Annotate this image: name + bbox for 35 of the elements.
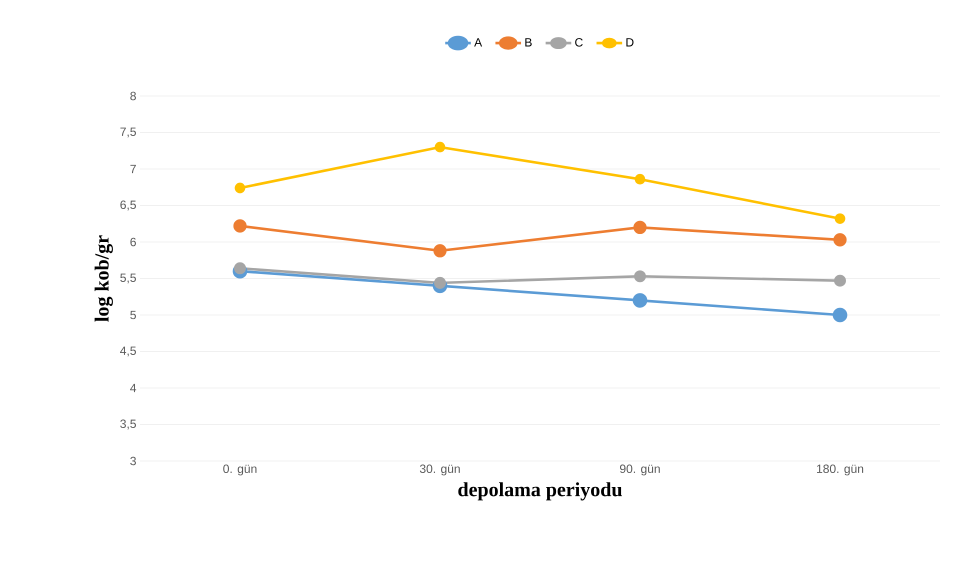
- legend-label: A: [474, 38, 482, 46]
- y-tick-label: 4: [130, 384, 136, 392]
- y-tick-label: 5: [130, 310, 136, 320]
- point: [833, 233, 847, 246]
- point: [634, 270, 646, 282]
- y-axis-title: log kob/gr: [94, 235, 113, 322]
- point: [234, 182, 246, 194]
- x-axis-title: depolama periyodu: [458, 482, 622, 500]
- point: [834, 274, 846, 287]
- x-tick-label: 0. gün: [223, 464, 256, 476]
- y-tick-label: 4,5: [120, 346, 136, 356]
- y-tick-label: 7,5: [120, 128, 136, 138]
- point: [834, 213, 846, 224]
- point: [433, 244, 447, 258]
- y-tick-label: 7: [130, 164, 136, 174]
- point: [633, 220, 647, 234]
- x-tick-label: 30. gün: [420, 464, 460, 476]
- y-tick-label: 6: [130, 238, 136, 246]
- y-tick-label: 6,5: [120, 200, 136, 210]
- x-tick-label: 180. gün: [817, 464, 864, 476]
- point: [233, 219, 247, 233]
- point: [434, 142, 446, 152]
- point: [234, 262, 246, 274]
- point: [632, 293, 648, 308]
- point: [832, 308, 848, 322]
- legend-label: C: [575, 38, 583, 47]
- y-tick-label: 3: [130, 456, 136, 466]
- y-tick-label: 8: [130, 92, 136, 100]
- legend-label: D: [626, 38, 634, 46]
- point: [634, 174, 646, 185]
- point: [434, 276, 446, 289]
- y-tick-label: 5,5: [120, 274, 136, 284]
- y-tick-label: 3,5: [120, 420, 136, 430]
- x-tick-label: 90. gün: [620, 464, 660, 476]
- legend-label: B: [525, 38, 532, 46]
